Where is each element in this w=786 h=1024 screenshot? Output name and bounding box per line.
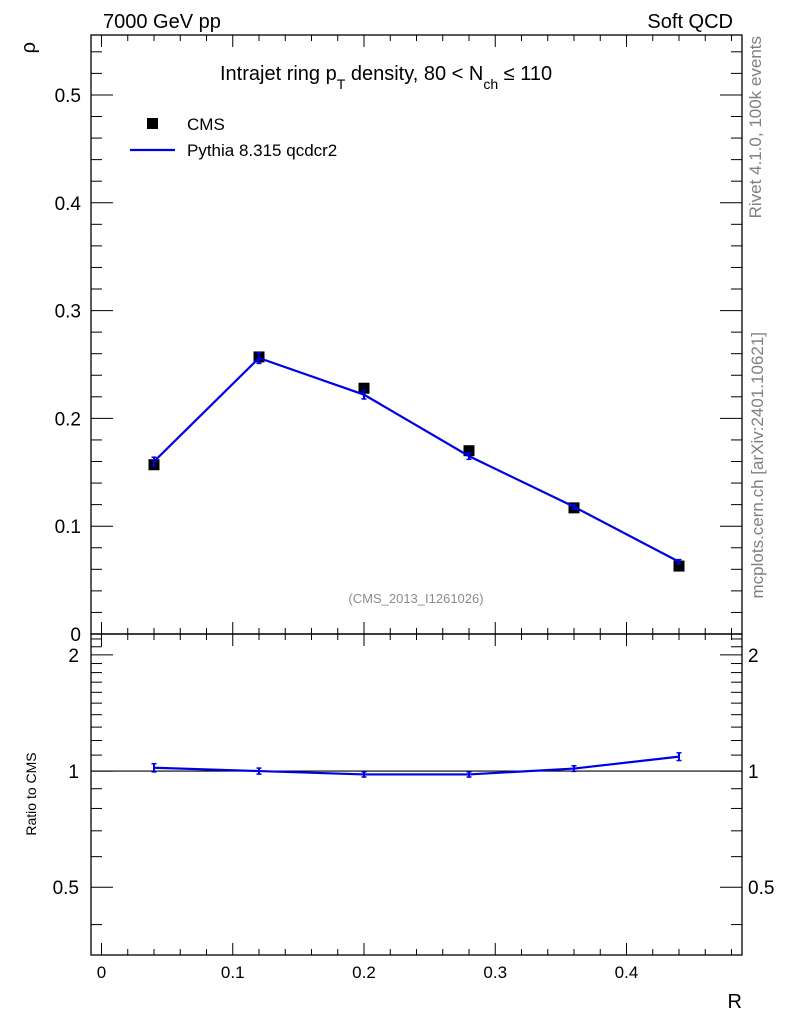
- legend-cms-label: CMS: [187, 115, 225, 134]
- plot-title: Intrajet ring pT density, 80 < Nch ≤ 110: [220, 63, 552, 92]
- ratio-y-tick-label-right: 1: [748, 762, 759, 783]
- main-y-tick-label: 0.1: [55, 517, 81, 538]
- y-axis-label-main: ρ: [18, 42, 40, 53]
- x-tick-label: 0.2: [352, 963, 376, 982]
- ratio-plot-frame: [90, 633, 743, 956]
- main-y-tick-label: 0.3: [55, 302, 81, 323]
- ratio-line: [153, 755, 680, 776]
- header-right: Soft QCD: [647, 11, 733, 33]
- legend-cms-marker: [147, 118, 158, 129]
- main-y-tick-label: 0.2: [55, 409, 81, 430]
- x-tick-label: 0: [97, 963, 106, 982]
- pythia-line: [153, 356, 680, 563]
- ratio-y-tick-label-right: 0.5: [748, 878, 774, 899]
- ratio-y-tick-label: 2: [68, 646, 79, 667]
- main-axis-ticks: 0 0.1 0.2 0.3 0.4 0.5: [55, 35, 742, 646]
- ratio-y-tick-label: 0.5: [53, 878, 79, 899]
- mcplots-label: mcplots.cern.ch [arXiv:2401.10621]: [748, 332, 767, 598]
- cms-data-point: [463, 445, 475, 457]
- legend-mc-label: Pythia 8.315 qcdcr2: [187, 141, 337, 160]
- x-tick-label: 0.3: [483, 963, 507, 982]
- main-y-tick-label: 0: [70, 625, 81, 646]
- data-series: [148, 351, 685, 778]
- ratio-y-tick-label-right: 2: [748, 646, 759, 667]
- legend: CMS Pythia 8.315 qcdcr2: [130, 115, 337, 160]
- x-tick-label: 0.1: [221, 963, 245, 982]
- x-tick-label: 0.4: [615, 963, 639, 982]
- main-y-tick-label: 0.4: [55, 194, 82, 215]
- analysis-reference: (CMS_2013_I1261026): [348, 591, 483, 606]
- cms-data-point: [673, 560, 685, 572]
- ratio-axis-ticks: 0 0.1 0.2 0.3 0.4 0.5 0.5 1 1 2 2: [53, 634, 774, 982]
- main-y-tick-label: 0.5: [55, 86, 81, 107]
- ratio-y-tick-label: 1: [68, 762, 79, 783]
- header-left: 7000 GeV pp: [103, 11, 221, 33]
- cms-data-point: [358, 382, 370, 394]
- x-axis-label: R: [728, 991, 742, 1013]
- rivet-version-label: Rivet 4.1.0, 100k events: [746, 36, 765, 218]
- y-axis-label-ratio: Ratio to CMS: [23, 752, 39, 835]
